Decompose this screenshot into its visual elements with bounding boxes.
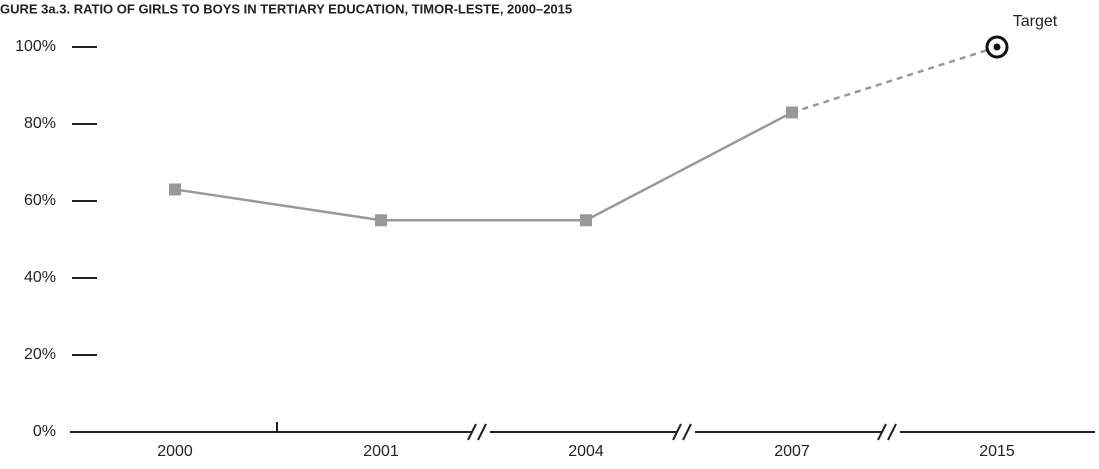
marker — [169, 183, 181, 196]
y-tick-label: 100% — [15, 38, 56, 55]
line — [174, 111, 793, 222]
x-tick-label: 2001 — [363, 443, 399, 460]
y-tick-label: 0% — [33, 423, 56, 440]
x-tick-label: 2000 — [157, 443, 193, 460]
y-tick-label: 40% — [24, 269, 56, 286]
x-tick-label: 2015 — [979, 443, 1015, 460]
y-tick-label: 20% — [24, 346, 56, 363]
marker — [580, 214, 592, 227]
target-line — [791, 45, 998, 114]
axis-break — [467, 423, 897, 441]
target-label: Target — [1013, 13, 1058, 30]
y-tick-label: 80% — [24, 115, 56, 132]
x-tick-label: 2007 — [774, 443, 810, 460]
chart-title: GURE 3a.3. RATIO OF GIRLS TO BOYS IN TER… — [0, 1, 572, 16]
x-axis — [70, 422, 1095, 441]
target-dot — [993, 43, 1001, 51]
marker — [375, 214, 387, 227]
x-tick-label: 2004 — [568, 443, 604, 460]
y-tick-label: 60% — [24, 192, 56, 209]
marker — [786, 106, 798, 119]
